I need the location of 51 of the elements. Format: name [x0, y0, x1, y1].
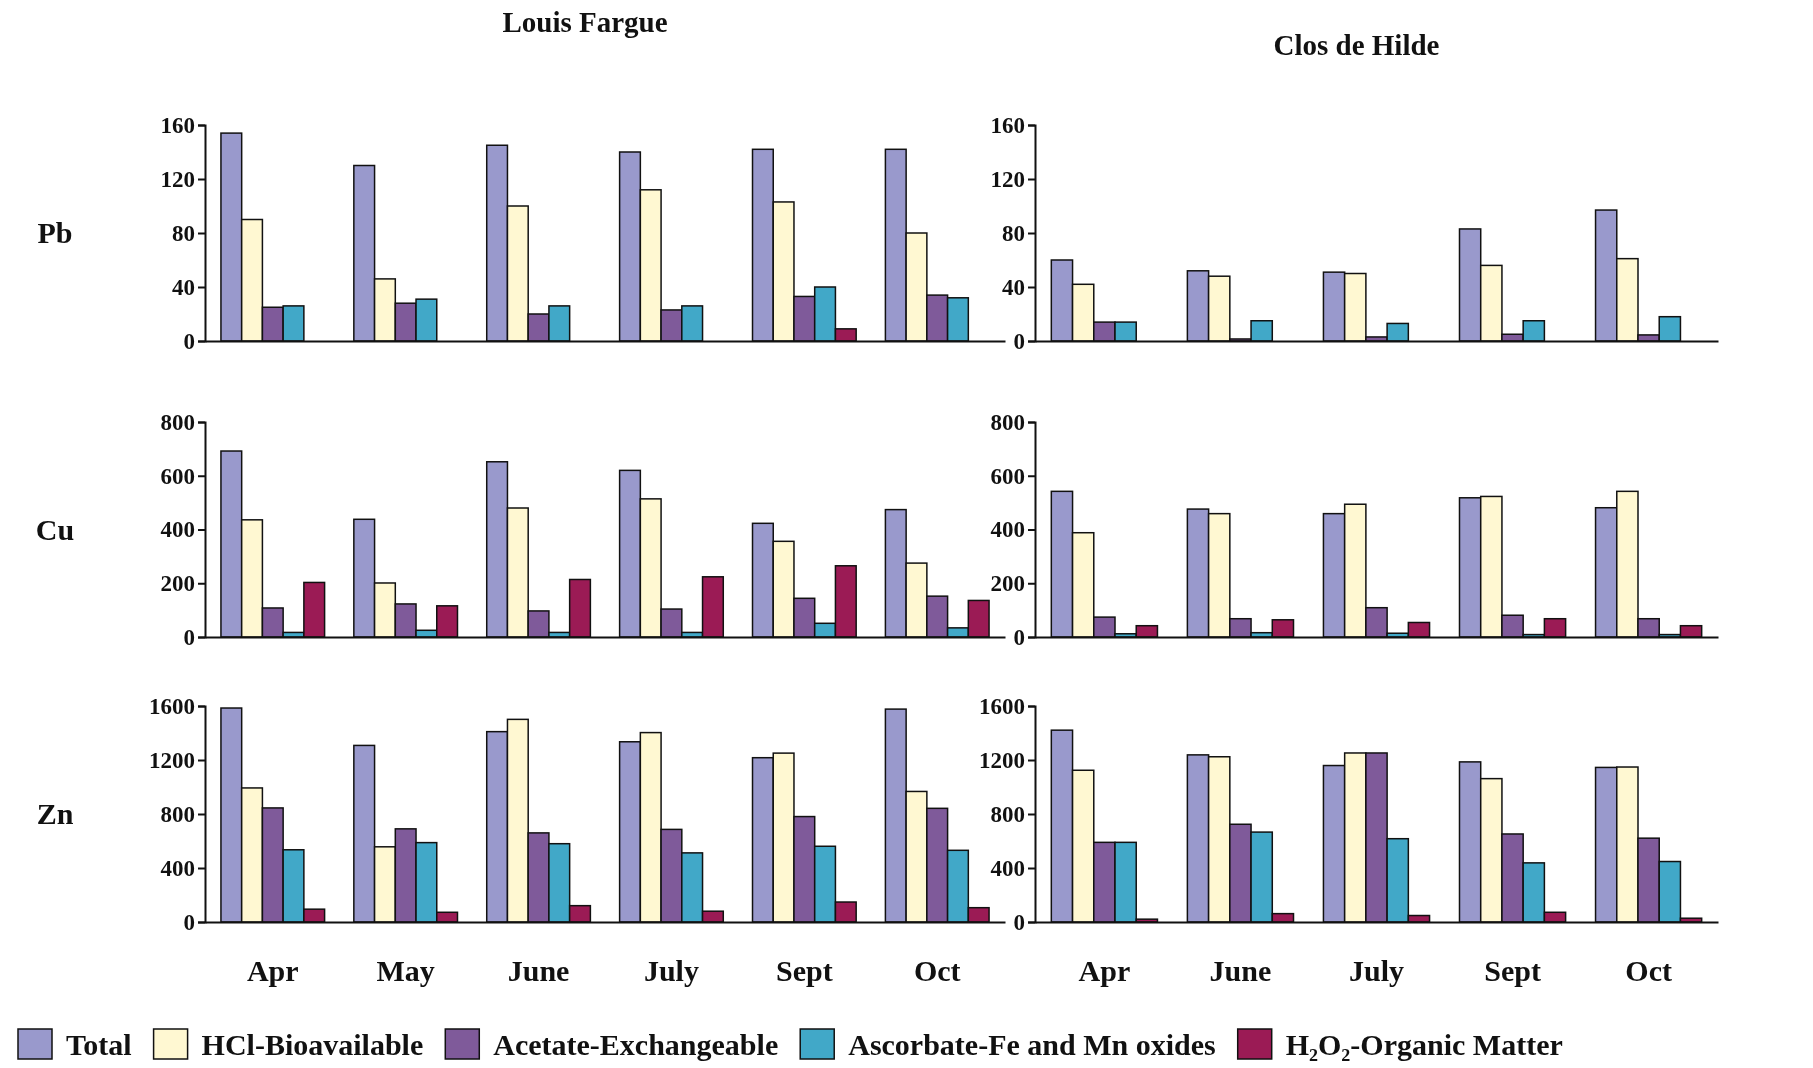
- chart-title: Louis Fargue: [502, 6, 668, 38]
- x-tick-label: Sept: [775, 954, 833, 988]
- y-tick-label: 400: [990, 855, 1025, 881]
- y-tick-label: 40: [172, 274, 195, 300]
- legend-label: H₂O₂-Organic Matter: [1285, 1028, 1563, 1061]
- y-tick-label: 160: [990, 112, 1025, 138]
- x-tick-label: Oct: [913, 954, 961, 988]
- y-tick-label: 120: [990, 166, 1025, 192]
- y-tick-label: 400: [160, 517, 195, 543]
- y-tick-label: 0: [1013, 624, 1025, 650]
- y-tick-label: 800: [990, 409, 1025, 435]
- y-axis-title: Pb: [37, 216, 73, 249]
- x-tick-label: Sept: [1484, 954, 1541, 988]
- x-tick-label: Apr: [246, 954, 299, 988]
- y-tick-label: 120: [160, 166, 195, 192]
- y-tick-label: 1600: [979, 693, 1025, 719]
- y-axis-title: Zn: [36, 797, 74, 830]
- legend-label: Ascorbate-Fe and Mn oxides: [848, 1028, 1216, 1061]
- y-tick-label: 1600: [149, 693, 195, 719]
- y-tick-label: 600: [160, 463, 195, 489]
- x-tick-label: May: [376, 954, 435, 988]
- x-tick-label: Apr: [1078, 954, 1131, 988]
- y-tick-label: 200: [160, 571, 195, 597]
- y-tick-label: 600: [990, 463, 1025, 489]
- legend-label: Acetate-Exchangeable: [493, 1028, 779, 1061]
- y-tick-label: 160: [160, 112, 195, 138]
- legend-label: HCl-Bioavailable: [201, 1028, 424, 1061]
- y-tick-label: 1200: [979, 747, 1025, 773]
- y-tick-label: 80: [1002, 220, 1025, 246]
- y-tick-label: 400: [990, 517, 1025, 543]
- y-tick-label: 0: [183, 624, 195, 650]
- x-tick-label: June: [507, 954, 570, 988]
- y-tick-label: 200: [990, 571, 1025, 597]
- x-tick-label: July: [1348, 954, 1405, 988]
- y-tick-label: 0: [183, 909, 195, 935]
- y-tick-label: 0: [1013, 909, 1025, 935]
- x-tick-label: July: [643, 954, 699, 988]
- y-tick-label: 400: [160, 855, 195, 881]
- y-tick-label: 800: [160, 801, 195, 827]
- y-tick-label: 40: [1002, 274, 1025, 300]
- legend-label: Total: [66, 1028, 132, 1061]
- x-tick-label: June: [1209, 954, 1272, 988]
- y-tick-label: 80: [172, 220, 195, 246]
- y-tick-label: 800: [990, 801, 1025, 827]
- y-axis-title: Cu: [35, 512, 75, 546]
- chart-title: Clos de Hilde: [1273, 29, 1440, 61]
- y-tick-label: 800: [160, 409, 195, 435]
- x-tick-label: Oct: [1625, 954, 1672, 988]
- y-tick-label: 0: [1013, 328, 1025, 354]
- y-tick-label: 1200: [149, 747, 195, 773]
- y-tick-label: 0: [183, 328, 195, 354]
